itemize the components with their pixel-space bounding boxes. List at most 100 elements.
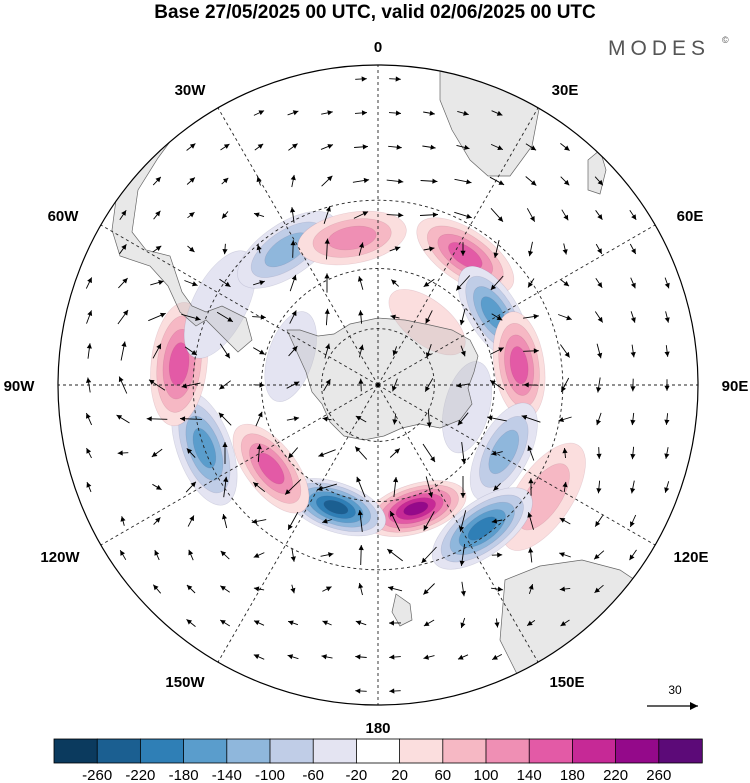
wind-arrow — [460, 617, 466, 629]
anomaly-contour — [509, 346, 529, 385]
wind-arrow — [455, 275, 471, 291]
wind-arrow — [86, 447, 92, 459]
wind-arrow — [187, 211, 195, 219]
anomaly-contour — [192, 428, 217, 469]
wind-arrow — [594, 515, 604, 527]
wind-arrow — [290, 548, 296, 562]
wind-arrow — [152, 245, 162, 253]
colorbar-swatch — [226, 738, 271, 764]
wind-arrow — [324, 273, 330, 293]
anomaly-field-layer — [150, 210, 586, 570]
wind-arrow — [459, 510, 467, 532]
wind-arrow — [188, 549, 194, 561]
wind-arrow — [420, 178, 438, 184]
wind-arrow — [253, 382, 265, 388]
wind-arrow — [253, 654, 265, 660]
wind-arrow — [493, 239, 500, 259]
wind-arrow — [389, 688, 401, 694]
wind-arrow — [460, 242, 466, 256]
anomaly-contour — [403, 501, 429, 516]
wind-arrow — [86, 343, 92, 359]
colorbar-tick-label: -260 — [82, 767, 112, 783]
wind-arrow — [256, 444, 262, 462]
wind-arrow — [150, 280, 164, 286]
longitude-label-60e: 60E — [677, 208, 704, 225]
wind-arrow — [284, 479, 302, 495]
wind-arrow — [119, 210, 127, 220]
wind-arrow — [252, 314, 266, 320]
wind-arrow — [490, 207, 504, 223]
wind-arrow — [86, 310, 93, 324]
wind-arrow — [85, 412, 93, 426]
wind-arrow — [253, 212, 265, 218]
wind-arrow — [459, 308, 466, 326]
wind-arrow — [290, 174, 296, 188]
anomaly-contour — [168, 342, 190, 386]
wind-arrow — [393, 476, 399, 498]
wind-arrow — [629, 549, 637, 561]
wind-arrow — [425, 344, 432, 358]
wind-arrow — [117, 309, 129, 325]
colorbar-tick-label: -60 — [302, 767, 324, 783]
new-zealand-landmass — [391, 593, 413, 627]
wind-arrow — [419, 212, 439, 218]
colorbar-swatch — [615, 738, 660, 764]
wind-arrow — [490, 143, 504, 151]
wind-arrow — [491, 586, 503, 592]
wind-arrow — [559, 517, 571, 525]
wind-arrow — [358, 242, 364, 256]
wind-arrow — [390, 279, 400, 287]
wind-arrow — [290, 207, 296, 223]
wind-arrow — [357, 510, 363, 532]
wind-arrow — [562, 447, 568, 459]
wind-arrow — [454, 211, 472, 219]
wind-arrow — [120, 341, 127, 361]
wind-arrow — [521, 415, 541, 423]
wind-arrow — [219, 278, 231, 288]
wind-arrow — [355, 654, 367, 660]
wind-arrow — [146, 416, 168, 422]
colorbar-swatch — [572, 738, 617, 764]
wind-arrow — [179, 416, 203, 422]
wind-arrow — [287, 511, 299, 531]
wind-arrow — [355, 620, 367, 626]
wind-arrow — [388, 144, 402, 150]
wind-arrow — [596, 343, 603, 359]
colorbar-swatch — [485, 738, 530, 764]
wind-arrow — [560, 279, 570, 287]
longitude-label-90e: 90E — [722, 378, 749, 395]
longitude-label-150w: 150W — [165, 674, 205, 691]
longitude-line — [217, 384, 379, 663]
wind-arrow — [423, 583, 435, 595]
colorbar-swatch — [399, 738, 444, 764]
wind-arrow — [527, 278, 535, 288]
reference-vector: 30 — [647, 683, 698, 710]
wind-arrow — [85, 277, 93, 289]
wind-arrow — [425, 310, 433, 324]
wind-arrow — [358, 344, 364, 358]
wind-arrow — [489, 347, 505, 355]
wind-arrow — [184, 280, 198, 287]
wind-arrow — [358, 582, 364, 596]
wind-arrow — [460, 476, 466, 498]
anomaly-center-5 — [469, 402, 538, 502]
wind-arrow — [152, 483, 162, 491]
colorbar-swatch — [312, 738, 358, 764]
wind-arrow — [630, 311, 636, 323]
wind-arrow — [527, 445, 535, 461]
wind-arrow — [118, 277, 128, 289]
wind-arrow — [459, 544, 466, 566]
anomaly-contour — [517, 463, 570, 531]
wind-arrow — [596, 447, 602, 459]
wind-arrow — [186, 177, 196, 185]
wind-arrow — [116, 414, 130, 424]
wind-arrow — [389, 448, 401, 458]
wind-arrow — [386, 178, 404, 184]
wind-arrow — [630, 277, 636, 289]
wind-arrow — [426, 410, 432, 428]
wind-arrow — [353, 211, 369, 219]
wind-arrow — [321, 110, 333, 116]
wind-arrow — [321, 175, 333, 187]
wind-arrow — [256, 244, 262, 254]
colorbar-swatch — [528, 738, 574, 764]
